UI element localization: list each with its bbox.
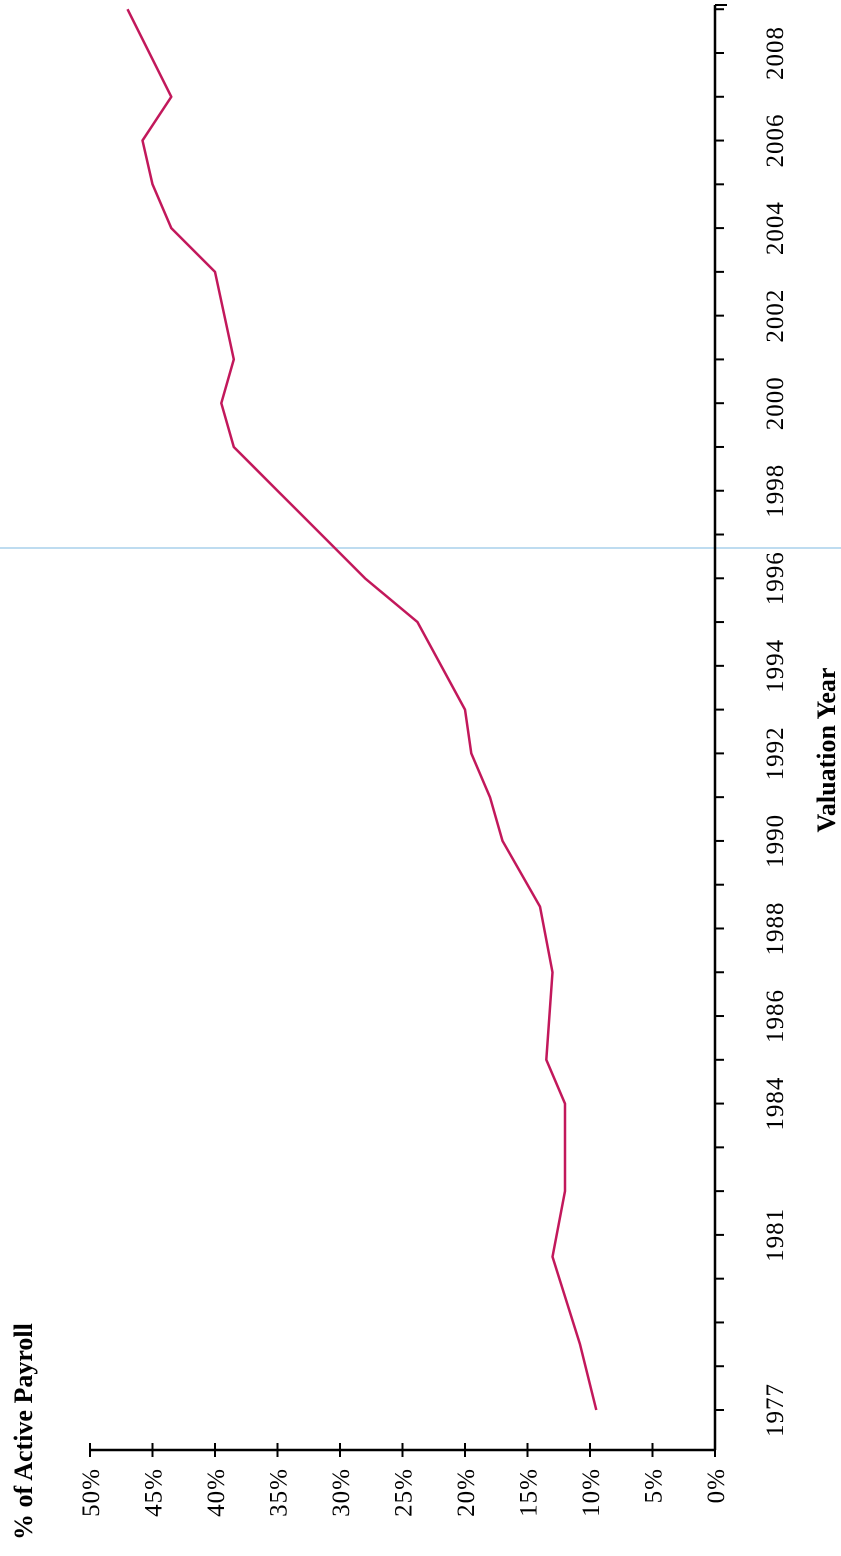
- x-tick-label: 2006: [762, 114, 789, 168]
- x-tick-label: 1988: [762, 901, 789, 955]
- y-axis-title: % of Active Payroll: [9, 1323, 38, 1540]
- x-tick-label: 2008: [762, 26, 789, 80]
- x-tick-label: 1986: [762, 989, 789, 1043]
- x-tick-label: 1990: [762, 814, 789, 868]
- x-tick-label: 1996: [762, 551, 789, 605]
- x-tick-label: 2002: [762, 289, 789, 343]
- y-tick-label: 0%: [703, 1468, 730, 1503]
- y-tick-label: 20%: [453, 1468, 480, 1517]
- y-tick-label: 5%: [641, 1468, 668, 1503]
- x-tick-label: 2000: [762, 376, 789, 430]
- series-line: [126, 8, 598, 1411]
- x-tick-label: 1984: [762, 1077, 789, 1131]
- x-tick-label: 1994: [762, 639, 789, 693]
- y-tick-label: 25%: [391, 1468, 418, 1517]
- y-tick-label: 35%: [266, 1468, 293, 1517]
- y-tick-label: 50%: [78, 1468, 105, 1517]
- y-tick-label: 45%: [141, 1468, 168, 1517]
- x-tick-label: 1981: [762, 1208, 789, 1262]
- x-tick-label: 2004: [762, 201, 789, 255]
- y-tick-label: 15%: [516, 1468, 543, 1517]
- x-ticks: 1977 1981 1984 1986 1988 1990 1992 1994 1996 1998…: [715, 4, 789, 1437]
- x-tick-label: 1998: [762, 464, 789, 518]
- x-tick-label: 1992: [762, 726, 789, 780]
- y-tick-label: 10%: [578, 1468, 605, 1517]
- y-tick-label: 30%: [328, 1468, 355, 1517]
- y-ticks: 0% 5% 10% 15% 20% 25% 30% 35% 40% 45% 50%: [78, 1443, 730, 1517]
- y-tick-label: 40%: [203, 1468, 230, 1517]
- x-tick-label: 1977: [762, 1383, 789, 1437]
- x-axis-title: Valuation Year: [812, 668, 841, 833]
- series-layer: [126, 8, 598, 1411]
